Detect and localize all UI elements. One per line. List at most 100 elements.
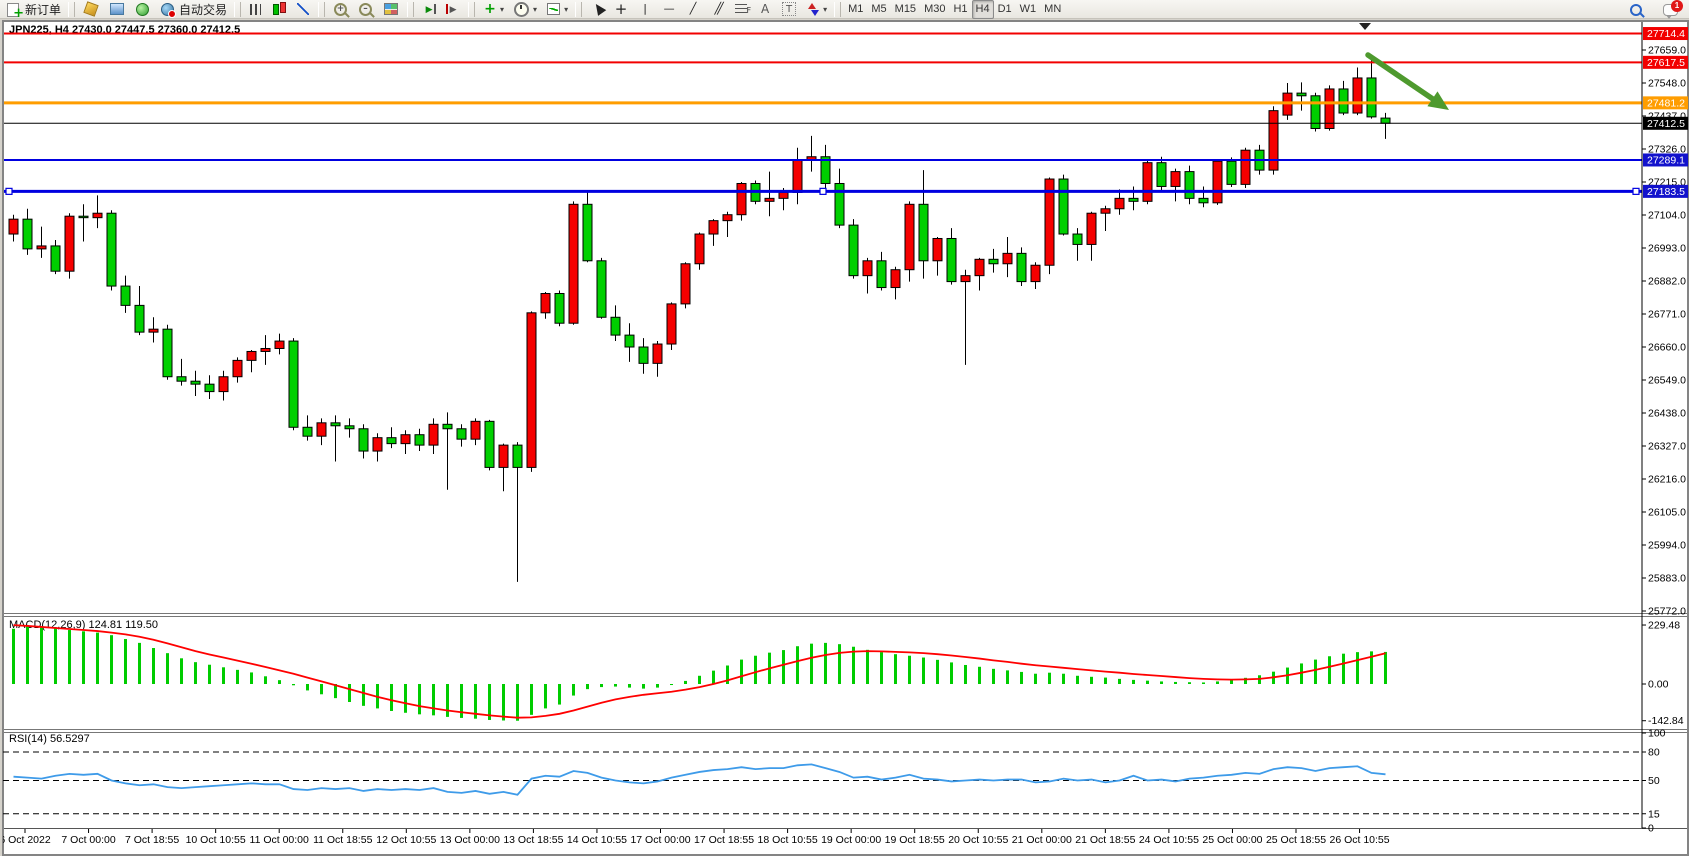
price-tick-label: 26993.0 — [1648, 243, 1686, 255]
crosshair-button[interactable] — [609, 0, 633, 19]
candle-down — [302, 426, 313, 437]
time-axis-label: 19 Oct 00:00 — [821, 834, 881, 846]
chevron-down-icon[interactable]: ▾ — [823, 4, 828, 14]
time-axis-label: 26 Oct 10:55 — [1329, 834, 1389, 846]
market-watch-button[interactable] — [104, 0, 130, 19]
candle-down — [1128, 197, 1139, 202]
candle-down — [484, 420, 495, 468]
text-button[interactable] — [753, 0, 777, 19]
periods-button[interactable]: ▾ — [508, 0, 541, 19]
auto-scroll-button[interactable] — [417, 0, 441, 19]
candle-down — [876, 260, 887, 289]
line-chart-button[interactable] — [291, 0, 315, 19]
line-handle[interactable] — [819, 187, 827, 195]
tf-m30-button[interactable]: M30 — [920, 0, 949, 19]
candle-down — [848, 224, 859, 277]
zoom-out-button[interactable] — [353, 0, 378, 19]
vline-icon — [637, 1, 653, 17]
candle-up — [1086, 212, 1097, 245]
candle-up — [428, 423, 439, 446]
tf-m5-label: M5 — [871, 3, 887, 15]
line-handle[interactable] — [1632, 187, 1640, 195]
tile-windows-button[interactable] — [378, 0, 404, 19]
indicators-button[interactable]: ▾ — [478, 0, 508, 19]
chat-button[interactable]: 1 — [1658, 0, 1683, 19]
candle-down — [1366, 77, 1377, 118]
time-axis-label: 13 Oct 18:55 — [503, 834, 563, 846]
candle-down — [610, 316, 621, 336]
candle-up — [372, 437, 383, 452]
candle-down — [624, 334, 635, 348]
chevron-down-icon[interactable]: ▾ — [564, 4, 569, 14]
tf-m1-label: M1 — [848, 3, 864, 15]
navigator-icon — [136, 2, 150, 16]
tf-h1-label: H1 — [953, 3, 968, 15]
chart-shift-button[interactable] — [441, 0, 465, 19]
rsi-tick-label: 0 — [1648, 823, 1654, 835]
line-chart-icon — [297, 3, 310, 15]
autotrading-button[interactable]: 自动交易 — [155, 0, 231, 19]
chart-shift-icon — [445, 1, 461, 17]
candle-down — [330, 422, 341, 427]
new-order-button[interactable]: 新订单 — [2, 0, 65, 22]
toolbar-separator — [575, 1, 583, 17]
price-tick-label: 26327.0 — [1648, 441, 1686, 453]
candle-down — [50, 245, 61, 272]
bar-chart-button[interactable] — [244, 0, 267, 19]
tf-d1-button[interactable]: D1 — [994, 0, 1016, 19]
tf-m15-button[interactable]: M15 — [891, 0, 920, 19]
tf-m5-button[interactable]: M5 — [867, 0, 890, 19]
chart-profile-icon — [83, 1, 99, 17]
chart-area[interactable]: 27659.027548.027437.027326.027215.027104… — [3, 21, 1688, 855]
tf-h4-button[interactable]: H4 — [971, 0, 994, 19]
tf-mn-button[interactable]: MN — [1040, 0, 1065, 19]
chevron-down-icon[interactable]: ▾ — [533, 4, 538, 14]
crosshair-icon — [613, 1, 629, 17]
candle-up — [736, 182, 747, 216]
tf-m1-button[interactable]: M1 — [844, 0, 867, 19]
rsi-tick-label: 15 — [1648, 808, 1660, 820]
fibonacci-button[interactable] — [729, 0, 753, 19]
zoom-in-button[interactable] — [328, 0, 353, 19]
annotation-arrow[interactable] — [1365, 52, 1436, 102]
chart-shift-marker[interactable] — [1359, 23, 1371, 30]
annotation-arrow-head[interactable] — [1427, 91, 1449, 110]
candle-down — [288, 340, 299, 428]
equidistant-channel-button[interactable] — [705, 0, 729, 19]
navigator-button[interactable] — [130, 0, 155, 19]
candle-chart-button[interactable] — [267, 0, 291, 19]
candle-up — [400, 434, 411, 445]
tf-w1-button[interactable]: W1 — [1016, 0, 1041, 19]
trendline-button[interactable] — [681, 0, 705, 19]
text-label-button[interactable] — [777, 0, 801, 19]
horizontal-line-button[interactable] — [657, 0, 681, 19]
time-axis-label: 12 Oct 10:55 — [376, 834, 436, 846]
autotrading-icon — [161, 2, 177, 18]
chart-profile-button[interactable] — [78, 0, 104, 19]
tf-h1-button[interactable]: H1 — [949, 0, 971, 19]
candle-up — [260, 347, 271, 352]
templates-button[interactable]: ▾ — [541, 0, 572, 19]
vertical-line-button[interactable] — [633, 0, 657, 19]
candle-down — [190, 380, 201, 385]
tile-icon — [384, 3, 399, 15]
search-button[interactable] — [1624, 0, 1648, 19]
tf-h4-label: H4 — [975, 3, 990, 15]
chevron-down-icon[interactable]: ▾ — [500, 4, 505, 14]
price-tick-label: 26771.0 — [1648, 309, 1686, 321]
arrows-button[interactable]: ▾ — [801, 0, 831, 19]
candle-up — [470, 420, 481, 440]
chat-icon: 1 — [1663, 0, 1683, 19]
candle-down — [22, 218, 33, 250]
candle-up — [316, 422, 327, 437]
notification-badge: 1 — [1671, 0, 1683, 12]
hline-icon — [661, 1, 677, 17]
candle-down — [512, 444, 523, 468]
cursor-button[interactable] — [585, 0, 609, 19]
line-handle[interactable] — [5, 187, 13, 195]
candle-down — [134, 304, 145, 333]
candle-up — [232, 359, 243, 378]
candle-up — [36, 245, 47, 250]
indicators-icon — [482, 1, 498, 17]
chart-window[interactable]: JPN225, H4 27430.0 27447.5 27360.0 27412… — [2, 20, 1689, 856]
